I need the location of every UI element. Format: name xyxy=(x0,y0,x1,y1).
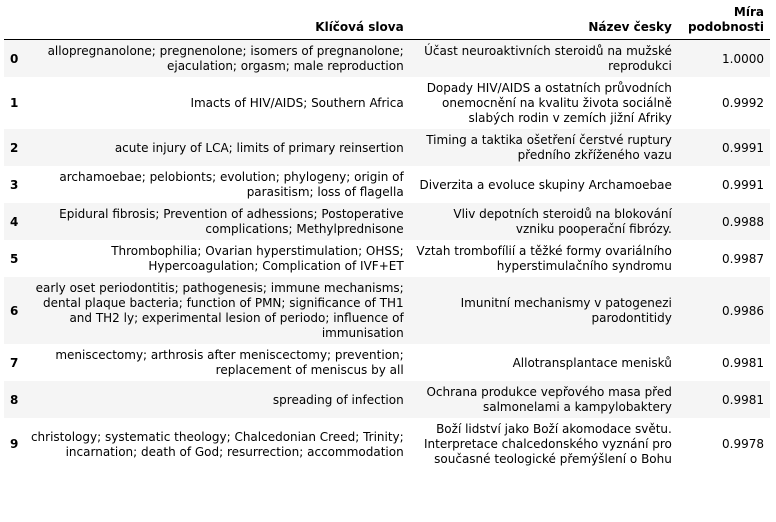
table-row: 4 Epidural fibrosis; Prevention of adhess… xyxy=(4,203,770,240)
header-keywords: Klíčová slova xyxy=(24,4,410,40)
cell-czech-title: Účast neuroaktivních steroidů na mužské … xyxy=(424,44,672,73)
row-index: 6 xyxy=(10,303,19,318)
table-row: 7 meniscectomy; arthrosis after meniscect… xyxy=(4,344,770,381)
results-table: Klíčová slova Název česky Míra podobnost… xyxy=(4,4,770,470)
cell-similarity: 0.9981 xyxy=(722,392,764,407)
table-row: 3 archamoebae; pelobionts; evolution; phy… xyxy=(4,166,770,203)
row-index: 1 xyxy=(10,96,19,110)
cell-similarity: 0.9991 xyxy=(722,177,764,192)
table-row: 6 early oset periodontitis; pathogenesis;… xyxy=(4,277,770,344)
cell-czech-title: Dopady HIV/AIDS a ostatních průvodních o… xyxy=(426,81,672,125)
cell-keywords: archamoebae; pelobionts; evolution; phyl… xyxy=(59,170,404,199)
cell-keywords: allopregnanolone; pregnenolone; isomers … xyxy=(47,44,404,73)
cell-similarity: 0.9981 xyxy=(722,355,764,370)
cell-similarity: 0.9978 xyxy=(722,437,764,451)
table-row: 5 Thrombophilia; Ovarian hyperstimulation… xyxy=(4,240,770,277)
table-row: 2 acute injury of LCA; limits of primary … xyxy=(4,129,770,166)
cell-similarity: 1.0000 xyxy=(722,51,764,66)
cell-czech-title: Timing a taktika ošetření čerstvé ruptur… xyxy=(426,133,672,162)
header-index xyxy=(4,4,25,40)
cell-keywords: Imacts of HIV/AIDS; Southern Africa xyxy=(190,96,404,110)
cell-keywords: early oset periodontitis; pathogenesis; … xyxy=(35,281,404,340)
cell-keywords: spreading of infection xyxy=(272,392,404,407)
table-row: 0 allopregnanolone; pregnenolone; isomers… xyxy=(4,39,770,77)
cell-keywords: acute injury of LCA; limits of primary r… xyxy=(114,140,404,155)
cell-similarity: 0.9988 xyxy=(722,214,764,229)
cell-czech-title: Vztah trombofílií a těžké formy ovariáln… xyxy=(416,244,672,273)
row-index: 9 xyxy=(10,437,19,451)
cell-keywords: meniscectomy; arthrosis after meniscecto… xyxy=(55,348,404,377)
cell-czech-title: Vliv depotních steroidů na blokování vzn… xyxy=(453,207,672,236)
row-index: 7 xyxy=(10,355,19,370)
row-index: 3 xyxy=(10,177,19,192)
table-body: 0 allopregnanolone; pregnenolone; isomers… xyxy=(4,39,770,470)
row-index: 4 xyxy=(10,214,19,229)
header-similarity: Míra podobnosti xyxy=(677,4,770,40)
cell-keywords: christology; systematic theology; Chalce… xyxy=(30,429,404,459)
header-row: Klíčová slova Název česky Míra podobnost… xyxy=(4,4,770,40)
row-index: 5 xyxy=(10,251,19,266)
header-czech-title: Název česky xyxy=(409,4,678,40)
cell-similarity: 0.9986 xyxy=(722,303,764,318)
table-row: 8 spreading of infection Ochrana produkce … xyxy=(4,381,770,418)
cell-czech-title: Diverzita a evoluce skupiny Archamoebae xyxy=(419,177,672,192)
table-row: 1 Imacts of HIV/AIDS; Southern Africa Dopa… xyxy=(4,77,770,129)
cell-czech-title: Allotransplantace menisků xyxy=(512,355,672,370)
row-index: 8 xyxy=(10,392,19,407)
cell-czech-title: Ochrana produkce vepřového masa před sal… xyxy=(426,385,672,414)
row-index: 2 xyxy=(10,140,19,155)
cell-czech-title: Imunitní mechanismy v patogenezi parodon… xyxy=(460,296,672,325)
cell-similarity: 0.9991 xyxy=(722,140,764,155)
cell-keywords: Thrombophilia; Ovarian hyperstimulation;… xyxy=(111,244,404,273)
row-index: 0 xyxy=(10,51,19,66)
cell-similarity: 0.9987 xyxy=(722,251,764,266)
cell-czech-title: Boží lidství jako Boží akomodace světu. … xyxy=(423,422,672,466)
cell-similarity: 0.9992 xyxy=(722,96,764,110)
cell-keywords: Epidural fibrosis; Prevention of adhessi… xyxy=(59,207,404,236)
table-row: 9 christology; systematic theology; Chalc… xyxy=(4,418,770,470)
